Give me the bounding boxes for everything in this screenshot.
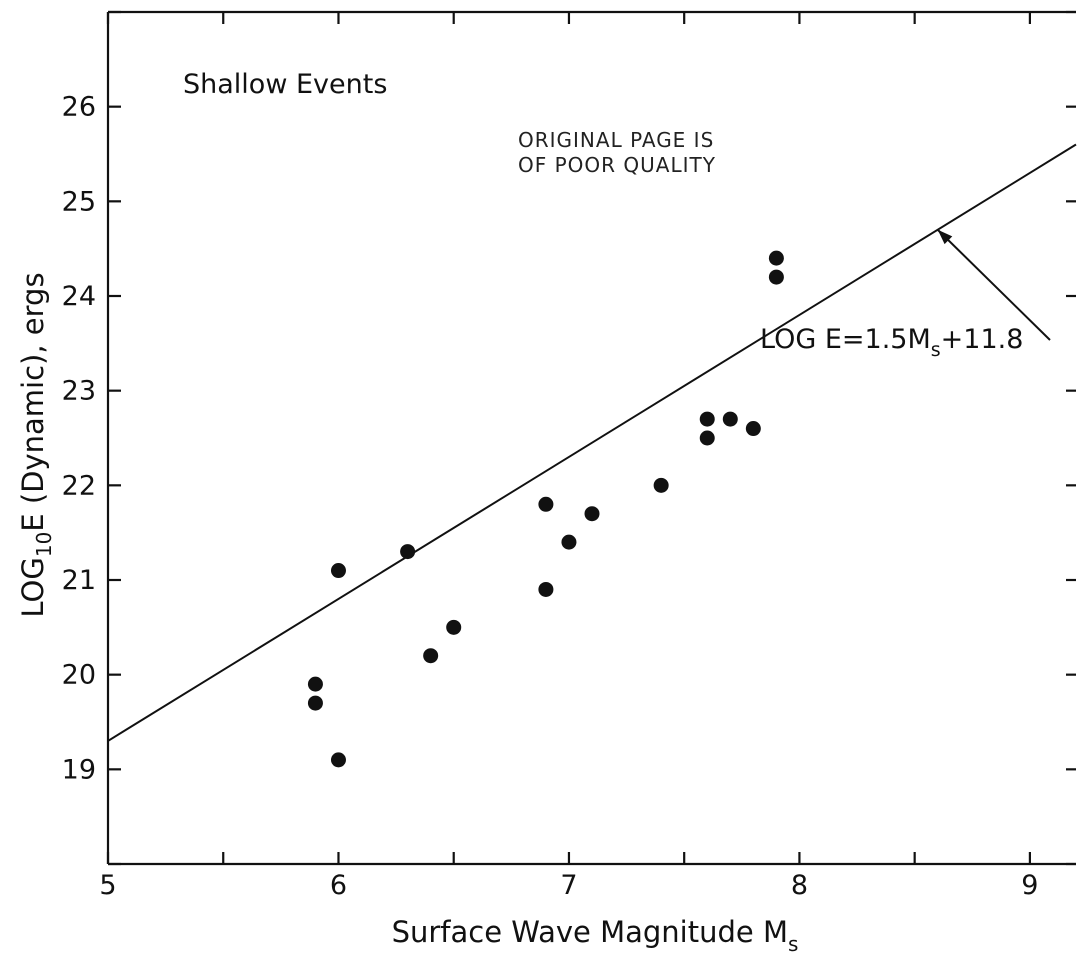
x-axis-title-main: Surface Wave Magnitude M bbox=[392, 915, 788, 949]
y-tick-label: 26 bbox=[62, 92, 96, 123]
data-point bbox=[561, 534, 577, 550]
fit-line-label-pre: LOG E=1.5M bbox=[760, 324, 931, 355]
y-axis-title-pre: LOG bbox=[16, 557, 50, 617]
data-point bbox=[307, 695, 323, 711]
y-axis-title: LOG10E (Dynamic), ergs bbox=[16, 272, 56, 617]
y-tick-label: 24 bbox=[62, 281, 96, 312]
fit-line bbox=[107, 143, 1077, 742]
data-point bbox=[538, 581, 554, 597]
x-axis-ticks: 5 6 7 8 9 bbox=[99, 12, 1038, 901]
data-point bbox=[745, 421, 761, 437]
fit-line-label: LOG E=1.5Ms+11.8 bbox=[760, 324, 1023, 361]
data-point bbox=[699, 411, 715, 427]
data-point bbox=[423, 648, 439, 664]
y-axis-title-post: E (Dynamic), ergs bbox=[16, 272, 50, 531]
x-tick-label: 7 bbox=[560, 870, 577, 901]
data-point bbox=[584, 506, 600, 522]
x-tick-label: 9 bbox=[1021, 870, 1038, 901]
data-point bbox=[538, 496, 554, 512]
y-tick-label: 19 bbox=[62, 754, 96, 785]
data-point bbox=[699, 430, 715, 446]
data-point bbox=[722, 411, 738, 427]
annotation-shallow-events: Shallow Events bbox=[183, 69, 387, 100]
data-point bbox=[653, 477, 669, 493]
data-point bbox=[446, 619, 462, 635]
y-axis-title-subscript: 10 bbox=[32, 532, 56, 557]
data-point bbox=[330, 563, 346, 579]
y-tick-label: 25 bbox=[62, 186, 96, 217]
fit-line-group bbox=[107, 143, 1077, 742]
x-axis-title: Surface Wave Magnitude Ms bbox=[392, 915, 799, 956]
x-tick-label: 5 bbox=[99, 870, 116, 901]
data-points bbox=[307, 250, 784, 768]
fit-line-arrow-shaft bbox=[937, 229, 1051, 341]
data-point bbox=[330, 752, 346, 768]
x-tick-label: 6 bbox=[330, 870, 347, 901]
data-point bbox=[400, 544, 416, 560]
data-point bbox=[768, 250, 784, 266]
data-point bbox=[307, 676, 323, 692]
fit-line-arrow-head bbox=[937, 229, 953, 245]
y-tick-label: 20 bbox=[62, 660, 96, 691]
x-tick-label: 8 bbox=[791, 870, 808, 901]
y-tick-label: 21 bbox=[62, 565, 96, 596]
y-tick-label: 23 bbox=[62, 376, 96, 407]
y-axis-ticks: 19 20 21 22 23 24 25 26 bbox=[62, 10, 1076, 866]
stamp-line-2: OF POOR QUALITY bbox=[518, 153, 716, 177]
y-tick-label: 22 bbox=[62, 470, 96, 501]
fit-line-label-post: +11.8 bbox=[941, 324, 1024, 355]
stamp-line-1: ORIGINAL PAGE IS bbox=[518, 128, 714, 152]
data-point bbox=[768, 269, 784, 285]
fit-line-label-subscript: s bbox=[931, 339, 941, 361]
x-axis-title-subscript: s bbox=[788, 932, 798, 956]
